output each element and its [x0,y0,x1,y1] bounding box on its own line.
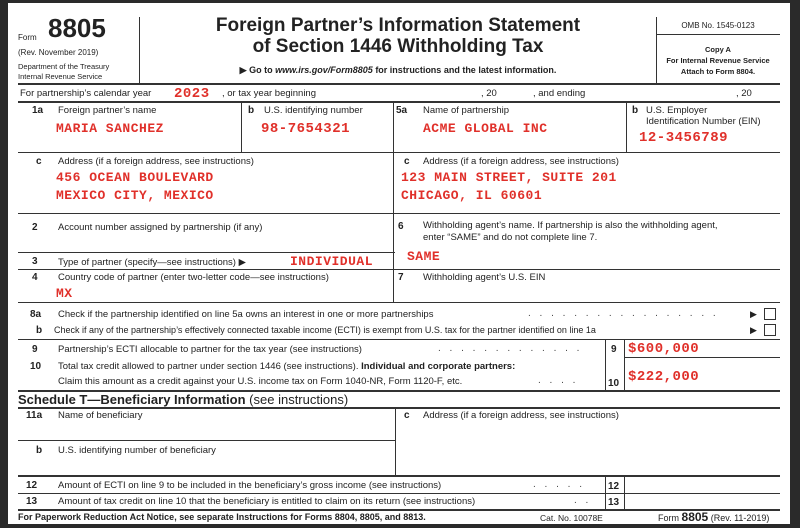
line-5a-num: 5a [396,105,408,116]
line-1a-num: 1a [32,105,44,116]
irs-link[interactable]: www.irs.gov/Form8805 [275,65,373,75]
line-8a-num: 8a [30,309,42,320]
country-code-field[interactable]: MX [56,286,73,301]
year-20-a: , 20 [481,88,497,99]
line-5b-label: U.S. Employer Identification Number (EIN) [646,105,761,127]
line-8b-label: Check if any of the partnership’s effect… [54,325,596,335]
us-identifying-number-field[interactable]: 98-7654321 [261,121,351,137]
line-13-label: Amount of tax credit on line 10 that the… [58,496,476,507]
department: Department of the Treasury [18,62,110,71]
arrow-right-icon: ▶ [750,309,757,319]
line-5b-num: b [632,105,639,116]
line-12-num: 12 [26,480,38,491]
paperwork-notice: For Paperwork Reduction Act Notice, see … [18,512,426,522]
line-8b-checkbox[interactable] [764,324,776,336]
withholding-agent-name-field[interactable]: SAME [407,249,441,264]
line-3-label: Type of partner (specify—see instruction… [58,257,246,268]
line-11a-num: 11a [26,410,43,421]
line-9-box-label: 9 [611,344,617,355]
line-3-num: 3 [32,256,38,267]
goto-instructions: ▶ Go to www.irs.gov/Form8805 for instruc… [239,65,557,75]
line-11b-label: U.S. identifying number of beneficiary [58,445,216,456]
line-13-box-label: 13 [608,497,620,508]
line-5c-num: c [404,156,410,167]
line-7-num: 7 [398,272,404,283]
line-6-label: Withholding agent’s name. If partnership… [423,220,718,243]
partnership-name-field[interactable]: ACME GLOBAL INC [423,121,548,136]
partner-address-line1-field[interactable]: 456 OCEAN BOULEVARD [56,170,214,185]
line-2-label: Account number assigned by partnership (… [58,222,263,233]
line-7-label: Withholding agent’s U.S. EIN [423,272,546,283]
line-2-num: 2 [32,222,38,233]
form-number: 8805 [48,13,106,43]
partner-type-field[interactable]: INDIVIDUAL [290,254,374,269]
line-10-num: 10 [30,361,42,372]
tax-credit-field[interactable]: $222,000 [628,369,700,385]
line-10-label-1: Total tax credit allowed to partner unde… [58,361,516,372]
line-8b-num: b [36,325,43,336]
calendar-year-field[interactable]: 2023 [174,86,210,102]
leader-dots: . . . . . . . . . . . . . . . . . [528,308,719,319]
line-1b-num: b [248,105,255,116]
form-8805: Form 8805 (Rev. November 2019) Departmen… [8,3,790,524]
service: Internal Revenue Service [18,72,103,81]
line-9-label: Partnership’s ECTI allocable to partner … [58,344,362,355]
form-title: Foreign Partner’s Information Statement o… [215,15,581,57]
schedule-t-heading: Schedule T—Beneficiary Information (see … [18,392,349,407]
foreign-partner-name-field[interactable]: MARIA SANCHEZ [56,121,164,136]
line-10-box-label: 10 [608,378,620,389]
revision: (Rev. November 2019) [18,48,99,57]
year-20-b: , 20 [736,88,752,99]
line-6-num: 6 [398,221,404,232]
leader-dots: . . . . . . . . . . . . . [438,343,583,354]
tax-year-beginning-label: , or tax year beginning [222,88,317,99]
line-11c-num: c [404,410,410,421]
arrow-right-icon: ▶ [750,325,757,335]
partnership-address-line1-field[interactable]: 123 MAIN STREET, SUITE 201 [401,170,617,185]
line-4-label: Country code of partner (enter two-lette… [58,272,329,283]
catalog-number: Cat. No. 10078E [540,513,603,523]
ecti-allocable-field[interactable]: $600,000 [628,341,700,357]
form-word: Form [18,33,37,42]
line-12-box-label: 12 [608,481,620,492]
partnership-address-line2-field[interactable]: CHICAGO, IL 60601 [401,188,543,203]
line-9-num: 9 [32,344,38,355]
line-11c-label: Address (if a foreign address, see instr… [423,410,619,421]
line-11a-label: Name of beneficiary [58,410,143,421]
leader-dots: . . [574,495,592,506]
line-1c-label: Address (if a foreign address, see instr… [58,156,254,167]
line-13-num: 13 [26,496,38,507]
line-8a-checkbox[interactable] [764,308,776,320]
line-8a-label: Check if the partnership identified on l… [58,309,434,320]
footer-form-id: Form 8805 (Rev. 11-2019) [658,510,770,524]
omb-number: OMB No. 1545-0123 [681,21,755,30]
ein-field[interactable]: 12-3456789 [639,130,729,146]
line-12-label: Amount of ECTI on line 9 to be included … [58,480,442,491]
leader-dots: . . . . [538,375,579,386]
line-10-label-2: Claim this amount as a credit against yo… [58,376,463,387]
line-5a-label: Name of partnership [423,105,510,116]
line-11b-num: b [36,445,43,456]
and-ending-label: , and ending [533,88,586,99]
line-4-num: 4 [32,272,38,283]
leader-dots: . . . . . [533,479,586,490]
partner-address-line2-field[interactable]: MEXICO CITY, MEXICO [56,188,214,203]
line-1c-num: c [36,156,42,167]
arrow-right-icon: ▶ [239,65,250,75]
line-1a-label: Foreign partner’s name [58,105,157,116]
line-5c-label: Address (if a foreign address, see instr… [423,156,619,167]
tax-year-label: For partnership’s calendar year [20,88,152,99]
line-1b-label: U.S. identifying number [264,105,363,116]
copy-a: Copy A For Internal Revenue Service Attach… [666,45,770,76]
